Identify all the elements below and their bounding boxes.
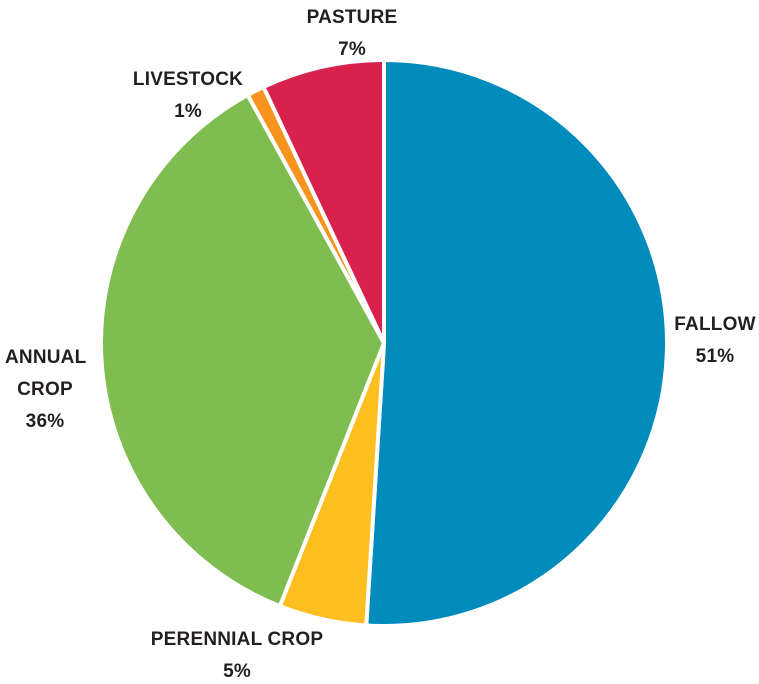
slice-value-label: 5% <box>223 661 251 682</box>
slice-value-label: 7% <box>338 39 366 60</box>
pie-slice <box>99 93 386 609</box>
slice-value-label: 1% <box>174 101 202 122</box>
slice-label: LIVESTOCK <box>132 69 244 90</box>
pie-slice <box>364 58 669 628</box>
slice-value-label: 36% <box>25 411 65 432</box>
slice-label: PERENNIAL CROP <box>150 629 324 650</box>
slice-label: ANNUAL CROP <box>5 347 87 400</box>
pie-slice <box>261 58 386 345</box>
slice-label: FALLOW <box>674 314 756 335</box>
slice-value-label: 51% <box>695 346 735 367</box>
slice-label: PASTURE <box>306 7 398 28</box>
